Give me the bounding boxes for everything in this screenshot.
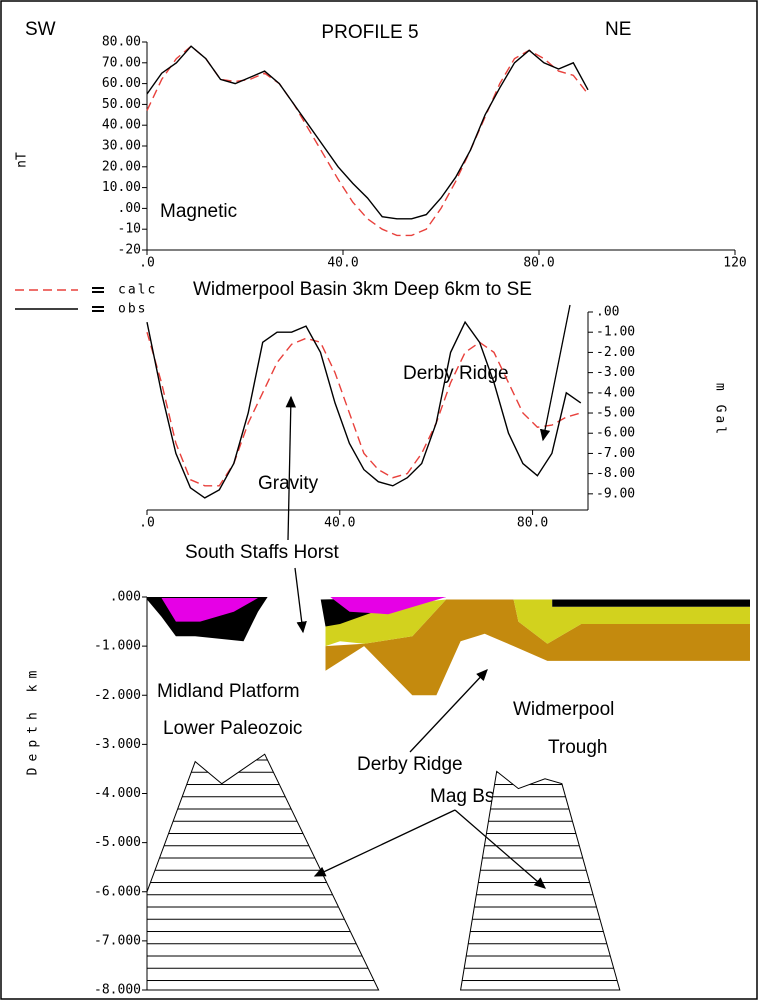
annotation: Trough: [548, 737, 608, 758]
y-tick-label: -1.000: [94, 639, 141, 654]
y-tick-label: .000: [110, 590, 141, 605]
annotation: Widmerpool: [513, 699, 614, 720]
arrows: [285, 304, 571, 889]
y-tick-label: -1.00: [596, 325, 635, 340]
left-label: SW: [25, 19, 56, 40]
arrow: [539, 304, 571, 442]
annotation: Derby Ridge: [403, 363, 509, 384]
y-tick-label: -8.00: [596, 466, 635, 481]
y-label: m Gal: [713, 383, 728, 437]
y-tick-label: -4.000: [94, 786, 141, 801]
y-tick-label: 50.00: [102, 97, 141, 112]
annotation: South Staffs Horst: [185, 542, 340, 563]
legend-equals: [92, 287, 104, 289]
arrow: [409, 669, 488, 753]
x-tick-label: .0: [139, 256, 155, 271]
y-tick-label: 30.00: [102, 139, 141, 154]
y-tick-label: 60.00: [102, 76, 141, 91]
layer: [513, 599, 750, 644]
plots: 80.00 70.00 60.00 50.00 40.00 30.00 20.00 10.00…: [15, 35, 750, 998]
legend-label: calc: [118, 283, 157, 298]
y-tick-label: 40.00: [102, 118, 141, 133]
x-tick-label: 120: [723, 256, 746, 271]
y-tick-label: .00: [596, 305, 619, 320]
y-tick-label: 80.00: [102, 35, 141, 50]
title: PROFILE 5: [321, 22, 418, 43]
legend-equals: [92, 310, 104, 312]
arrow: [285, 395, 296, 541]
y-tick-label: -20: [118, 243, 141, 258]
x-tick-label: .0: [139, 516, 155, 531]
y-tick-label: -6.00: [596, 426, 635, 441]
y-tick-label: -2.00: [596, 345, 635, 360]
layer: [325, 599, 750, 696]
basement: [146, 753, 380, 991]
layer: [161, 598, 258, 622]
data-line: [146, 320, 582, 499]
x-tick-label: 80.0: [517, 516, 548, 531]
y-tick-label: -7.00: [596, 446, 635, 461]
right-label: NE: [605, 19, 631, 40]
y-tick-label: -5.000: [94, 835, 141, 850]
y-tick-label: .00: [118, 201, 141, 216]
arrow: [294, 567, 307, 634]
y-label: nT: [15, 152, 30, 168]
layer: [552, 599, 750, 607]
y-tick-label: -8.000: [94, 983, 141, 998]
x-tick-label: 40.0: [324, 516, 355, 531]
y-label: Depth km: [26, 665, 41, 776]
arrow: [313, 809, 456, 877]
annotation: Derby Ridge: [357, 754, 463, 775]
y-tick-label: -10: [118, 222, 141, 237]
legend-equals: [92, 291, 104, 293]
y-tick-label: -3.00: [596, 365, 635, 380]
y-tick-label: 70.00: [102, 55, 141, 70]
data-line: [146, 45, 589, 220]
y-tick-label: -5.00: [596, 406, 635, 421]
y-tick-label: -9.00: [596, 486, 635, 501]
annotation: Lower Paleozoic: [163, 718, 302, 739]
annotation: Gravity: [258, 473, 319, 494]
arrow: [454, 809, 546, 889]
y-tick-label: -2.000: [94, 688, 141, 703]
y-tick-label: 10.00: [102, 180, 141, 195]
data-line: [146, 45, 589, 237]
y-tick-label: -7.000: [94, 933, 141, 948]
legend-equals: [92, 306, 104, 308]
annotation: Midland Platform: [157, 681, 300, 702]
y-tick-label: -6.000: [94, 884, 141, 899]
y-tick-label: -4.00: [596, 385, 635, 400]
legend-label: obs: [118, 302, 147, 317]
y-tick-label: 20.00: [102, 159, 141, 174]
layer: [330, 597, 447, 615]
data-line: [146, 332, 581, 487]
annotation: Magnetic: [160, 201, 237, 222]
x-tick-label: 80.0: [523, 256, 554, 271]
annotation: Widmerpool Basin 3km Deep 6km to SE: [193, 279, 532, 300]
x-tick-label: 40.0: [327, 256, 358, 271]
y-tick-label: -3.000: [94, 737, 141, 752]
